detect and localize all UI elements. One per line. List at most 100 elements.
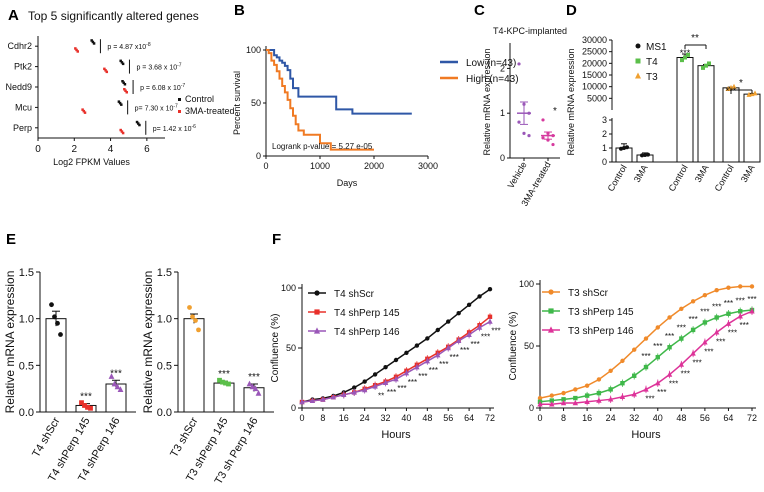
y-tick-label: 0 (500, 153, 505, 163)
x-tick-label: 0 (35, 144, 41, 155)
panel-label-c: C (474, 2, 485, 19)
panel-label-d: D (566, 2, 577, 19)
y-tick-label: 1.0 (157, 314, 172, 326)
y-axis-label: Relative mRNA expression (141, 271, 155, 414)
p-value-exponent: -6 (192, 124, 197, 130)
significance-label: *** (429, 366, 438, 375)
data-point (522, 131, 526, 135)
data-point (620, 381, 625, 386)
data-point (466, 302, 472, 307)
data-point (622, 146, 626, 150)
data-point (584, 398, 590, 404)
bracket-label: * (739, 78, 743, 89)
data-point (726, 311, 731, 316)
data-point (393, 376, 399, 382)
data-point (655, 380, 661, 386)
legend-label: T3 shPerp 146 (568, 326, 634, 337)
treated-point (105, 70, 109, 74)
data-point (549, 401, 555, 407)
bar (722, 87, 740, 163)
panel-label-e: E (6, 231, 16, 248)
data-point (655, 325, 660, 330)
y-tick-label: 5000 (587, 93, 607, 103)
y-tick-label: 3 (602, 115, 607, 125)
x-tick-label: 4 (108, 144, 114, 155)
data-point (88, 405, 93, 411)
significance-label: *** (712, 302, 721, 311)
x-tick-label: 0 (299, 413, 304, 423)
significance-label: *** (681, 370, 690, 379)
y-axis-label: Relative mRNA expression (566, 48, 576, 155)
significance-label: *** (491, 327, 500, 336)
treated-point (124, 89, 127, 92)
x-tick-label: 72 (747, 413, 757, 423)
y-axis-label: Confluence (%) (270, 314, 281, 383)
x-tick-label: 1000 (310, 161, 330, 171)
bar (45, 318, 67, 413)
x-tick-label: Control (606, 163, 629, 193)
significance-label: *** (669, 380, 678, 389)
data-point (372, 372, 378, 377)
data-point (546, 138, 550, 142)
legend-label: T3 shPerp 145 (568, 307, 634, 318)
significance-label: *** (418, 372, 427, 381)
x-tick-label: 2000 (364, 161, 384, 171)
significance-label: *** (470, 340, 479, 349)
x-tick-label: 24 (606, 413, 616, 423)
legend-label-control: Control (185, 94, 214, 104)
y-tick-label: 0.0 (19, 407, 34, 419)
significance-label: ** (378, 391, 384, 400)
p-value-exponent: -7 (173, 103, 178, 109)
legend-label-treated: 3MA-treated (185, 106, 235, 116)
data-point (584, 383, 590, 388)
data-point (79, 400, 84, 406)
significance-label: *** (460, 346, 469, 355)
y-tick-label: 0 (529, 403, 534, 413)
legend-label: MS1 (646, 42, 667, 53)
logrank-annotation: Logrank p-value = 5.27 e-05 (272, 142, 373, 151)
y-tick-label: 100 (246, 45, 261, 55)
x-tick-label: 48 (676, 413, 686, 423)
significance-label: *** (688, 315, 697, 324)
y-axis-label: Confluence (%) (508, 312, 519, 381)
data-point (455, 337, 462, 343)
data-point (690, 327, 696, 333)
control-point (118, 101, 122, 105)
data-point (643, 336, 649, 341)
p-value-label: p = 3.68 x 10-7 (136, 63, 181, 72)
bar (615, 147, 633, 163)
gene-label: Nedd9 (5, 82, 32, 92)
data-point (190, 314, 195, 320)
treated-point (125, 91, 128, 94)
data-point (679, 306, 684, 311)
y-tick-label: 1 (500, 108, 505, 118)
x-axis-label: Hours (381, 429, 411, 441)
treated-point (82, 109, 86, 113)
treated-point (74, 47, 77, 50)
x-tick-label: 24 (360, 413, 370, 423)
data-point (404, 350, 409, 355)
y-tick-label: 2 (500, 63, 505, 73)
p-value-exponent: -8 (146, 42, 151, 48)
x-tick-label: 0 (537, 413, 542, 423)
significance-label: *** (408, 378, 417, 387)
data-point (646, 152, 650, 157)
control-point (119, 59, 122, 63)
data-point (487, 314, 493, 319)
legend-label: T4 shPerp 145 (334, 308, 400, 319)
data-point (667, 345, 672, 350)
legend-label: Low (n=43) (466, 58, 516, 69)
bar (676, 57, 694, 163)
p-value-exponent: -7 (181, 83, 186, 89)
treated-point (81, 108, 84, 111)
significance-label: *** (218, 369, 230, 380)
data-point (683, 55, 687, 60)
data-point (425, 336, 430, 341)
data-point (223, 380, 228, 386)
data-point (702, 320, 708, 325)
x-tick-label: 0 (263, 161, 268, 171)
significance-label: *** (641, 352, 650, 361)
significance-label: *** (704, 347, 713, 356)
significance-label: *** (657, 388, 666, 397)
